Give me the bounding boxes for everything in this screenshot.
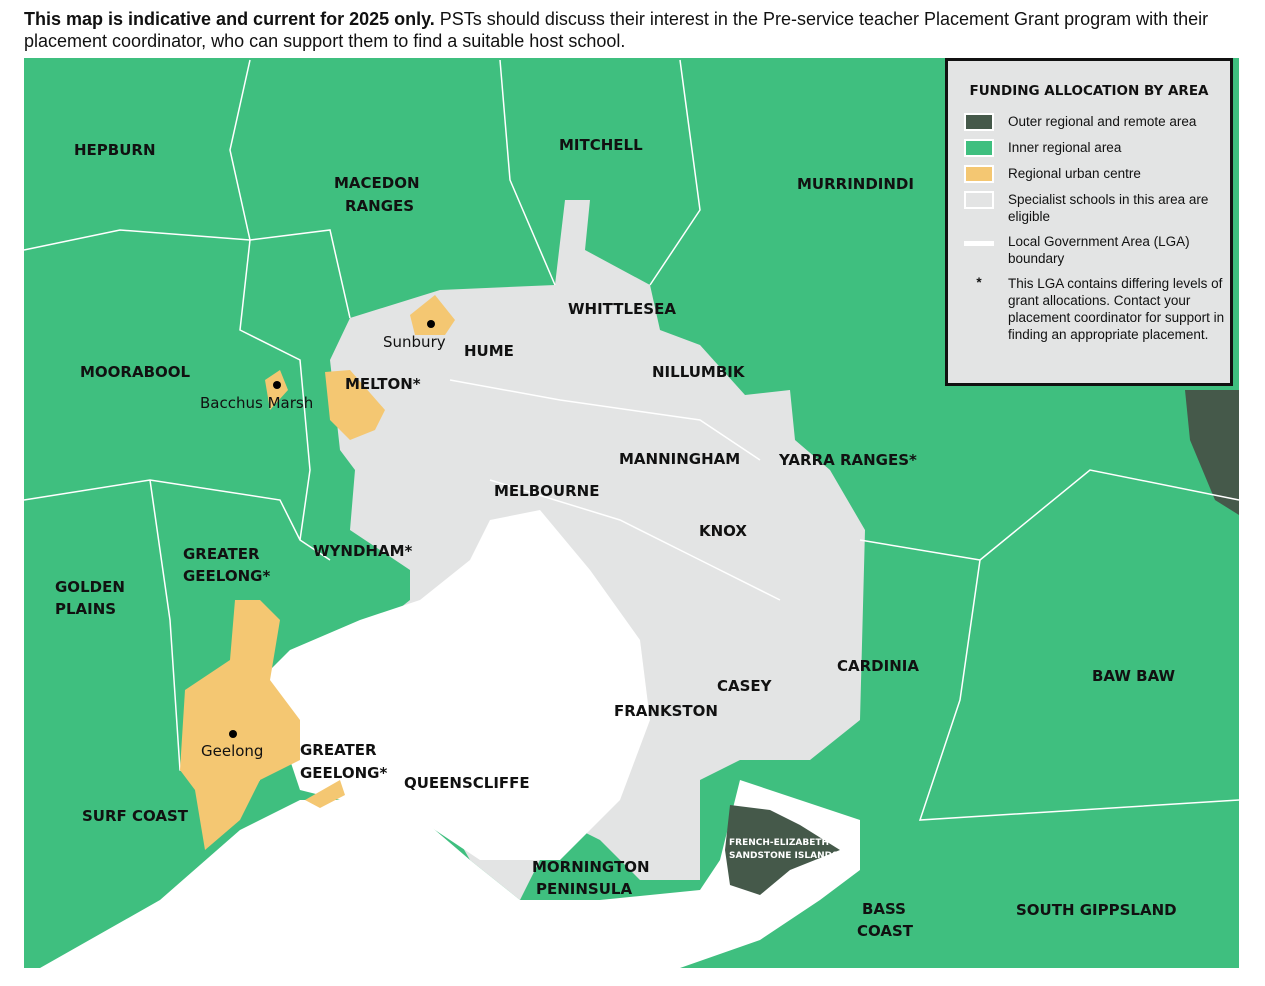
lga-label: MANNINGHAM — [619, 450, 740, 468]
lga-label: QUEENSCLIFFE — [404, 774, 530, 792]
ocean — [40, 780, 860, 968]
lga-label: PENINSULA — [536, 880, 632, 898]
lga-label: YARRA RANGES* — [778, 451, 917, 469]
lga-label: SOUTH GIPPSLAND — [1016, 901, 1177, 919]
lga-label: MELBOURNE — [494, 482, 599, 500]
legend-label: Specialist schools in this area are elig… — [1008, 192, 1209, 224]
lga-label: WYNDHAM* — [313, 542, 413, 560]
swatch-icon — [964, 191, 994, 209]
melton-urban — [325, 370, 385, 440]
town-label: Geelong — [201, 742, 263, 760]
lga-label: BAW BAW — [1092, 667, 1176, 685]
lga-label: MELTON* — [345, 375, 421, 393]
lga-label: CARDINIA — [837, 657, 919, 675]
town-label: Sunbury — [383, 333, 446, 351]
sunbury-dot — [427, 320, 435, 328]
lga-label: MACEDON — [334, 174, 420, 192]
legend-item-boundary: Local Government Area (LGA) boundary — [964, 233, 1230, 267]
legend-item-specialist: Specialist schools in this area are elig… — [964, 191, 1230, 225]
lga-label: PLAINS — [55, 600, 116, 618]
legend: FUNDING ALLOCATION BY AREA Outer regiona… — [945, 58, 1233, 386]
intro-bold: This map is indicative and current for 2… — [24, 9, 435, 29]
legend-label: This LGA contains differing levels of gr… — [1008, 276, 1225, 342]
lga-label: BASS — [862, 900, 906, 918]
swatch-icon — [964, 139, 994, 157]
lga-label: HUME — [464, 342, 514, 360]
lga-label: RANGES — [345, 197, 414, 215]
lga-label: GEELONG* — [300, 764, 387, 782]
lga-label: KNOX — [699, 522, 747, 540]
legend-item-asterisk: * This LGA contains differing levels of g… — [964, 275, 1230, 343]
geelong-dot — [229, 730, 237, 738]
lga-label: FRANKSTON — [614, 702, 718, 720]
lga-label: GREATER — [183, 545, 260, 563]
island-label: SANDSTONE ISLANDS — [729, 851, 839, 861]
legend-label: Inner regional area — [1008, 140, 1122, 155]
lga-label: NILLUMBIK — [652, 363, 746, 381]
town-label: Bacchus Marsh — [200, 394, 313, 412]
legend-label: Local Government Area (LGA) boundary — [1008, 234, 1190, 266]
port-phillip-bay — [250, 510, 650, 860]
intro-text: This map is indicative and current for 2… — [24, 8, 1254, 52]
regional-urban-centres — [180, 295, 455, 850]
lga-label: GREATER — [300, 741, 377, 759]
lga-label: MOORABOOL — [80, 363, 191, 381]
town-labels: Sunbury Bacchus Marsh Geelong — [200, 333, 446, 760]
lga-label: WHITTLESEA — [568, 300, 676, 318]
lga-label: SURF COAST — [82, 807, 189, 825]
lga-labels: HEPBURN MACEDON RANGES MITCHELL MURRINDI… — [55, 136, 1177, 940]
french-island — [725, 805, 840, 895]
swatch-icon — [964, 165, 994, 183]
sunbury-urban — [410, 295, 455, 335]
legend-title: FUNDING ALLOCATION BY AREA — [969, 83, 1209, 99]
lga-label: CASEY — [717, 677, 773, 695]
legend-item-inner-regional: Inner regional area — [964, 139, 1230, 157]
lga-label: MORNINGTON — [532, 858, 650, 876]
lga-label: GOLDEN — [55, 578, 125, 596]
town-markers — [229, 320, 435, 738]
lga-label: COAST — [857, 922, 914, 940]
legend-item-outer-regional: Outer regional and remote area — [964, 113, 1230, 131]
legend-label: Regional urban centre — [1008, 166, 1141, 181]
geelong-urban — [180, 600, 300, 850]
lga-label: HEPBURN — [74, 141, 156, 159]
swatch-icon — [964, 113, 994, 131]
intro-body: PSTs should discuss their interest in th… — [24, 9, 1209, 51]
lga-label: MITCHELL — [559, 136, 643, 154]
geelong-east-urban — [305, 780, 345, 808]
island-label: FRENCH-ELIZABETH- — [729, 838, 833, 848]
asterisk-icon: * — [976, 275, 982, 290]
bacchus-marsh-urban — [265, 370, 288, 410]
bacchus-marsh-dot — [273, 381, 281, 389]
outer-regional-east — [1185, 390, 1239, 515]
legend-item-regional-urban: Regional urban centre — [964, 165, 1230, 183]
boundary-line-icon — [964, 241, 994, 246]
lga-label: MURRINDINDI — [797, 175, 914, 193]
legend-label: Outer regional and remote area — [1008, 114, 1197, 129]
lga-label: GEELONG* — [183, 567, 270, 585]
